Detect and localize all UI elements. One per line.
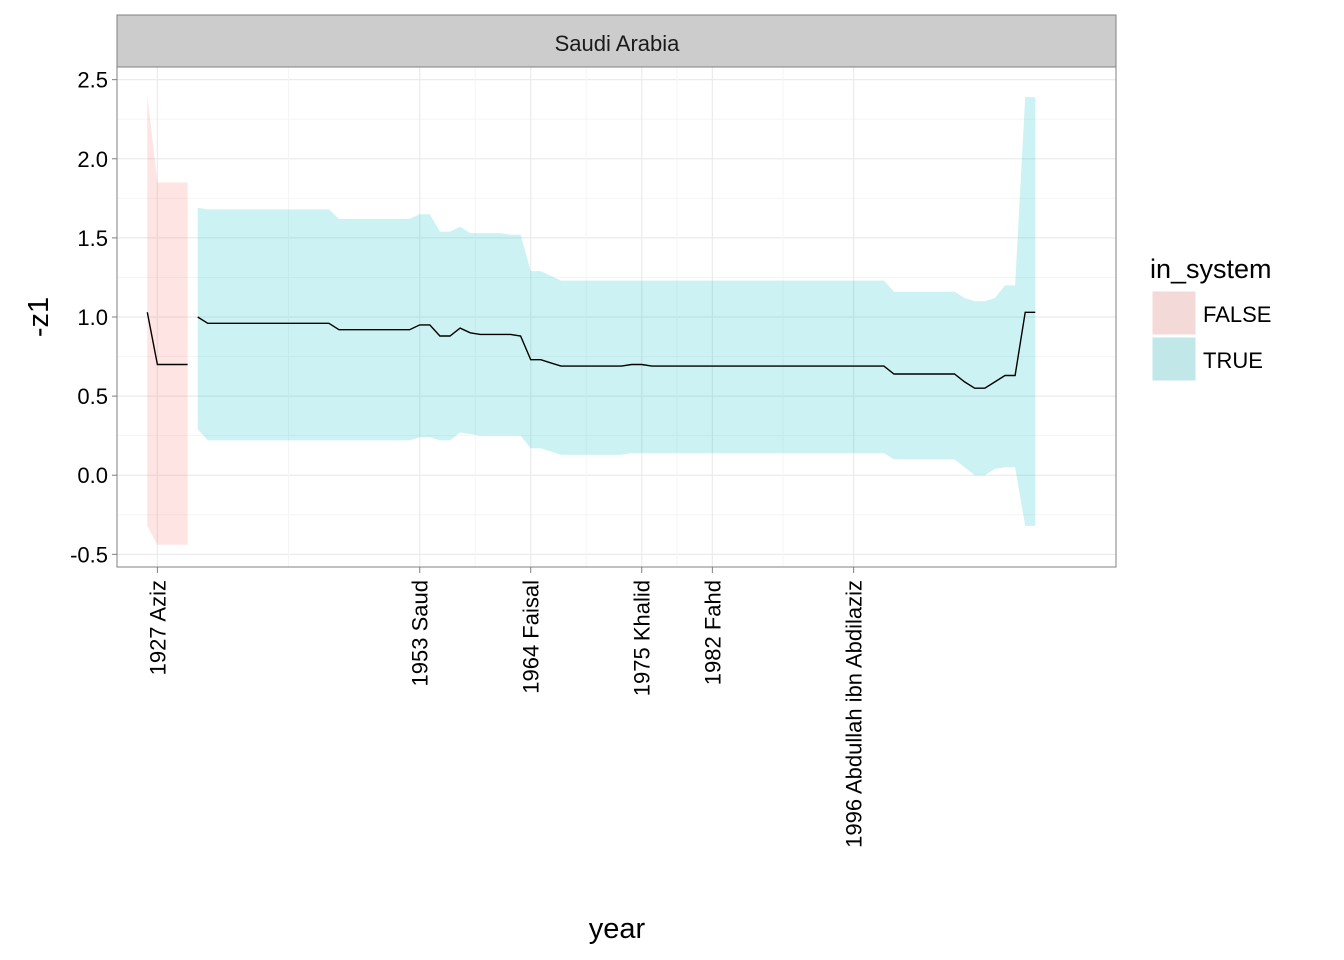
y-tick-label: -0.5 (70, 542, 108, 567)
y-axis-title: -z1 (23, 297, 55, 337)
x-tick-label: 1953 Saud (408, 580, 433, 686)
x-tick-label: 1975 Khalid (630, 580, 655, 696)
x-tick-label: 1996 Abdullah ibn Abdilaziz (842, 580, 867, 848)
y-tick-label: 1.5 (77, 226, 108, 251)
line-false (146, 312, 188, 366)
legend-key-background (1150, 289, 1198, 337)
estimate-lines (146, 311, 1036, 389)
y-tick-label: 0.0 (77, 463, 108, 488)
y-tick-label: 1.0 (77, 305, 108, 330)
legend-title: in_system (1150, 254, 1272, 284)
legend-key-true (1151, 336, 1197, 382)
legend-label: FALSE (1203, 302, 1271, 327)
legend-label: TRUE (1203, 348, 1263, 373)
x-axis-title: year (589, 913, 646, 945)
y-tick-label: 2.0 (77, 147, 108, 172)
x-tick-label: 1982 Fahd (700, 580, 725, 685)
facet-strip (116, 14, 1117, 68)
y-tick-label: 0.5 (77, 384, 108, 409)
x-tick-label: 1927 Aziz (145, 580, 170, 675)
ribbon-true (197, 97, 1036, 526)
confidence-ribbons (147, 95, 1036, 545)
legend-key-false (1151, 290, 1197, 336)
ribbon-false (147, 95, 188, 545)
x-axis: 1927 Aziz 1953 Saud 1964 Faisal 1975 Khalid… (145, 567, 867, 848)
facet-title: Saudi Arabia (555, 31, 681, 56)
x-tick-label: 1964 Faisal (519, 580, 544, 694)
y-axis: -0.5 0.0 0.5 1.0 1.5 2.0 2.5 (70, 68, 117, 567)
line-true (197, 311, 1036, 389)
legend-key-background (1150, 335, 1198, 383)
gridlines (117, 67, 1116, 567)
y-tick-label: 2.5 (77, 68, 108, 93)
legend: in_system FALSE TRUE (1150, 254, 1272, 383)
